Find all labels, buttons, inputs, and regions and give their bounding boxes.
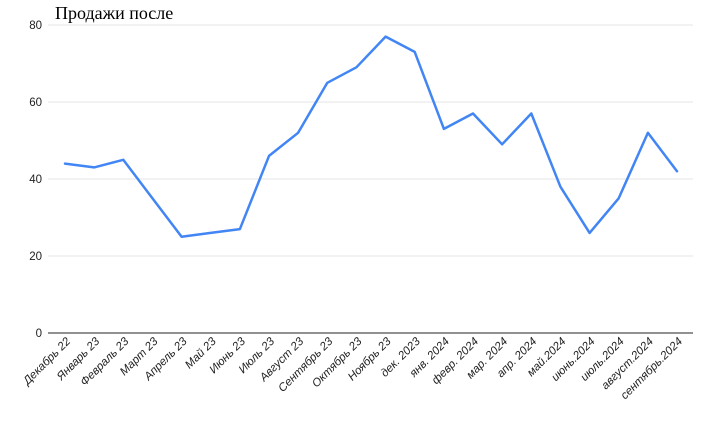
y-axis-tick-label: 40 [29,174,42,186]
sales-series-line [63,35,679,239]
y-axis-tick-label: 80 [29,20,42,32]
chart-title: Продажи после [55,3,174,23]
y-axis-tick-label: 60 [29,97,42,109]
y-axis-tick-label: 0 [36,328,42,340]
y-axis-tick-label: 20 [29,251,42,263]
